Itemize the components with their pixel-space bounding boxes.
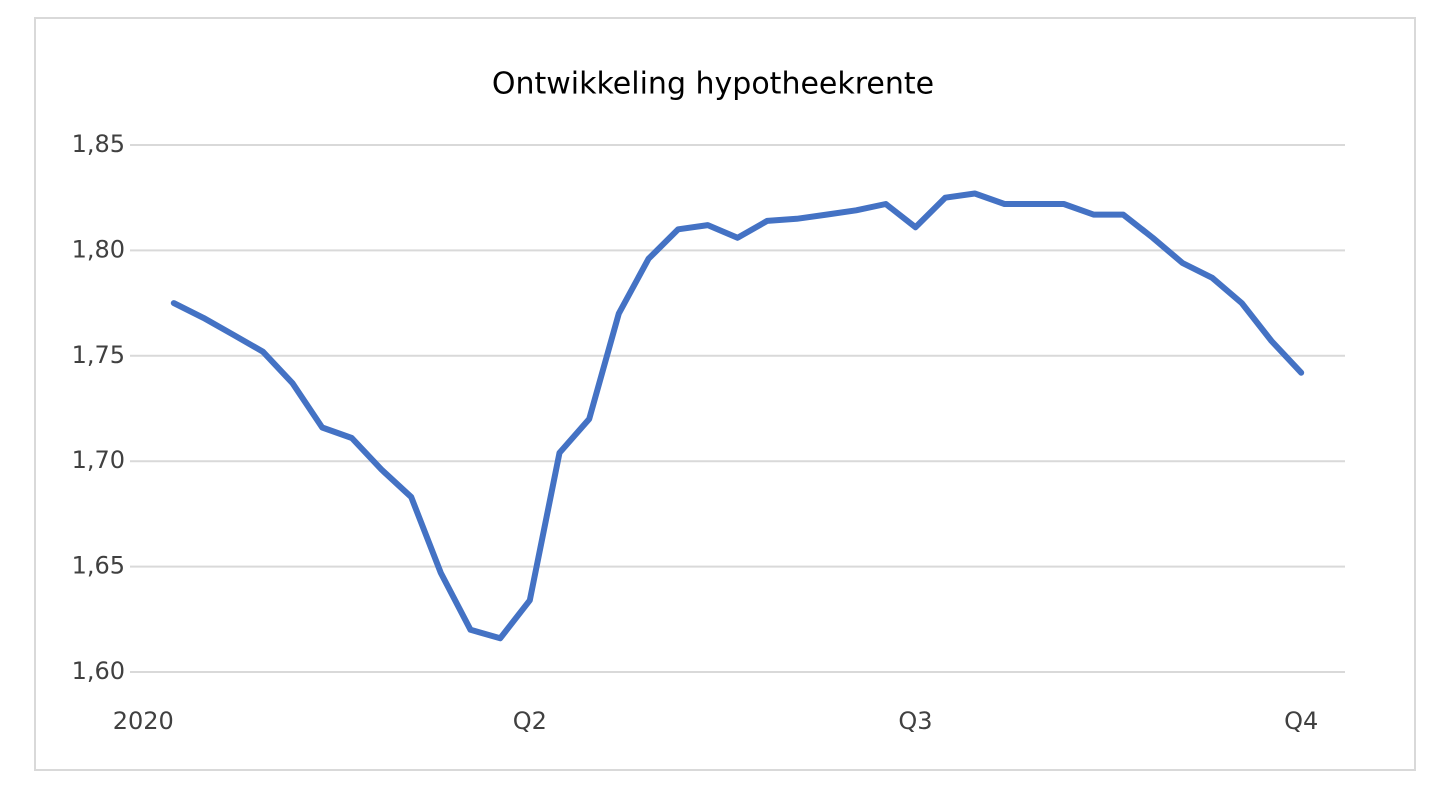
x-tick-label: Q3 <box>898 707 932 735</box>
y-tick-label: 1,75 <box>72 341 125 369</box>
y-tick-label: 1,80 <box>72 235 125 263</box>
series-line <box>170 190 1305 642</box>
y-tick-label: 1,70 <box>72 446 125 474</box>
x-tick-label: Q4 <box>1284 707 1318 735</box>
chart-border <box>34 17 1416 771</box>
y-tick-label: 1,85 <box>72 130 125 158</box>
x-tick-label: Q2 <box>513 707 547 735</box>
y-tick-label: 1,60 <box>72 657 125 685</box>
y-tick-label: 1,65 <box>72 552 125 580</box>
x-tick-label: 2020 <box>113 707 174 735</box>
chart-title: Ontwikkeling hypotheekrente <box>492 67 934 102</box>
